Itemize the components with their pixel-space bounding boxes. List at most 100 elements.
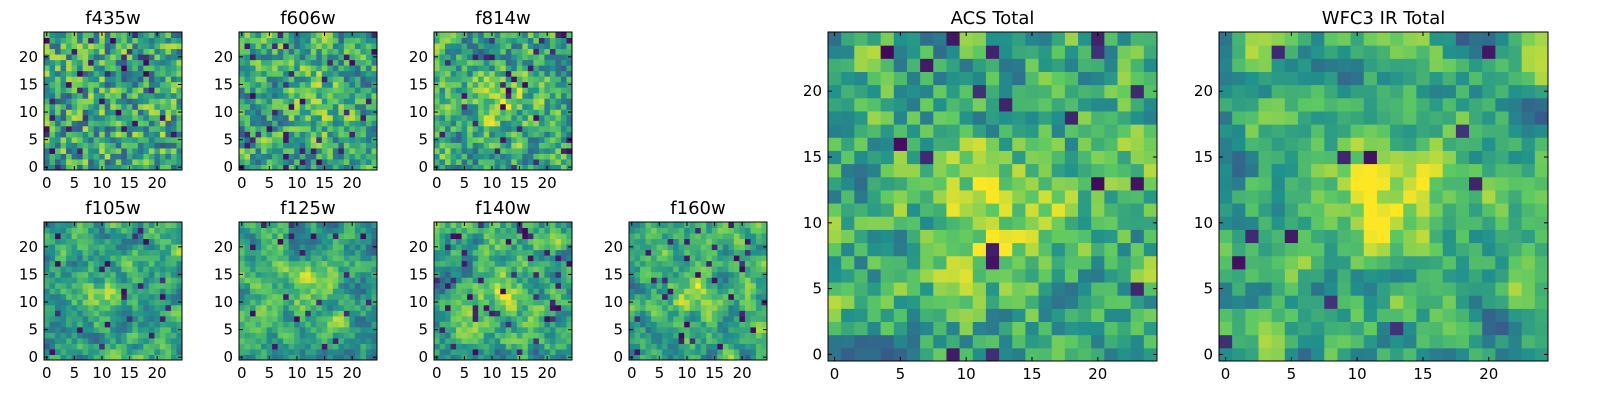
heatmap-cell <box>500 70 507 77</box>
heatmap-cell <box>250 260 257 267</box>
heatmap-cell <box>82 282 89 289</box>
heatmap-cell <box>533 343 540 350</box>
heatmap-cell <box>722 255 729 262</box>
heatmap-cell <box>538 98 545 105</box>
heatmap-cell <box>154 288 161 295</box>
heatmap-cell <box>1130 242 1145 257</box>
heatmap-cell <box>456 326 463 333</box>
heatmap-cell <box>327 114 334 121</box>
heatmap-cell <box>360 310 367 317</box>
heatmap-cell <box>82 54 89 61</box>
heatmap-cell <box>365 54 372 61</box>
heatmap-cell <box>511 332 518 339</box>
heatmap-cell <box>662 249 669 256</box>
heatmap-cell <box>148 147 155 154</box>
heatmap-cell <box>985 189 1000 204</box>
heatmap-cell <box>500 136 507 143</box>
heatmap-cell <box>110 37 117 44</box>
heatmap-cell <box>527 282 534 289</box>
heatmap-cell <box>439 249 446 256</box>
heatmap-cell <box>461 70 468 77</box>
heatmap-cell <box>478 266 485 273</box>
heatmap-cell <box>365 222 372 229</box>
y-tick-label: 10 <box>214 293 233 311</box>
heatmap-cell <box>478 43 485 50</box>
heatmap-cell <box>450 158 457 165</box>
heatmap-cell <box>148 103 155 110</box>
heatmap-cell <box>338 354 345 361</box>
heatmap-cell <box>55 332 62 339</box>
heatmap-cell <box>629 348 636 355</box>
heatmap-cell <box>121 337 128 344</box>
heatmap-cell <box>651 343 658 350</box>
heatmap-cell <box>516 227 523 234</box>
heatmap-cell <box>678 266 685 273</box>
heatmap-cell <box>137 87 144 94</box>
heatmap-cell <box>494 282 501 289</box>
heatmap-cell <box>365 81 372 88</box>
heatmap-cell <box>867 150 882 165</box>
heatmap-cell <box>272 158 279 165</box>
heatmap-cell <box>566 260 573 267</box>
heatmap-cell <box>104 164 111 171</box>
heatmap-cell <box>1143 216 1158 230</box>
heatmap-cell <box>1025 229 1040 244</box>
heatmap-cell <box>511 271 518 278</box>
heatmap-cell <box>299 164 306 171</box>
heatmap-cell <box>165 65 172 72</box>
heatmap-cell <box>159 227 166 234</box>
heatmap-cell <box>82 103 89 110</box>
heatmap-cell <box>104 81 111 88</box>
heatmap-cell <box>277 326 284 333</box>
heatmap-cell <box>266 103 273 110</box>
heatmap-cell <box>121 87 128 94</box>
heatmap-cell <box>327 233 334 240</box>
heatmap-cell <box>288 332 295 339</box>
heatmap-cell <box>299 244 306 251</box>
heatmap-cell <box>66 299 73 306</box>
heatmap-cell <box>316 337 323 344</box>
heatmap-cell <box>244 304 251 311</box>
heatmap-cell <box>728 304 735 311</box>
heatmap-cell <box>354 310 361 317</box>
heatmap-cell <box>494 81 501 88</box>
heatmap-cell <box>154 109 161 116</box>
heatmap-cell <box>365 48 372 55</box>
heatmap-cell <box>250 142 257 149</box>
heatmap-cell <box>1130 308 1145 323</box>
heatmap-cell <box>288 293 295 300</box>
heatmap-cell <box>828 321 842 336</box>
heatmap-cell <box>49 238 56 245</box>
heatmap-cell <box>343 164 350 171</box>
heatmap-cell <box>544 266 551 273</box>
heatmap-cell <box>1091 321 1105 336</box>
heatmap-cell <box>321 321 328 328</box>
heatmap-cell <box>327 120 334 127</box>
heatmap-cell <box>544 54 551 61</box>
heatmap-cell <box>55 348 62 355</box>
heatmap-cell <box>549 310 556 317</box>
heatmap-cell <box>640 233 647 240</box>
heatmap-cell <box>250 70 257 77</box>
heatmap-cell <box>371 332 378 339</box>
heatmap-cell <box>1051 334 1066 349</box>
panel-title: f105w <box>85 198 140 219</box>
heatmap-cell <box>316 109 323 116</box>
heatmap-cell <box>999 334 1013 349</box>
heatmap-cell <box>305 48 312 55</box>
heatmap-cell <box>445 59 452 66</box>
panel-title: f140w <box>475 198 530 219</box>
heatmap-cell <box>750 222 757 229</box>
heatmap-cell <box>60 315 67 322</box>
heatmap-cell <box>516 98 523 105</box>
heatmap-cell <box>500 315 507 322</box>
heatmap-cell <box>321 299 328 306</box>
heatmap-cell <box>154 136 161 143</box>
heatmap-cell <box>148 332 155 339</box>
heatmap-cell <box>137 125 144 132</box>
heatmap-cell <box>489 326 496 333</box>
heatmap-cell <box>299 343 306 350</box>
heatmap-cell <box>755 299 762 306</box>
heatmap-cell <box>467 277 474 284</box>
heatmap-cell <box>159 153 166 160</box>
